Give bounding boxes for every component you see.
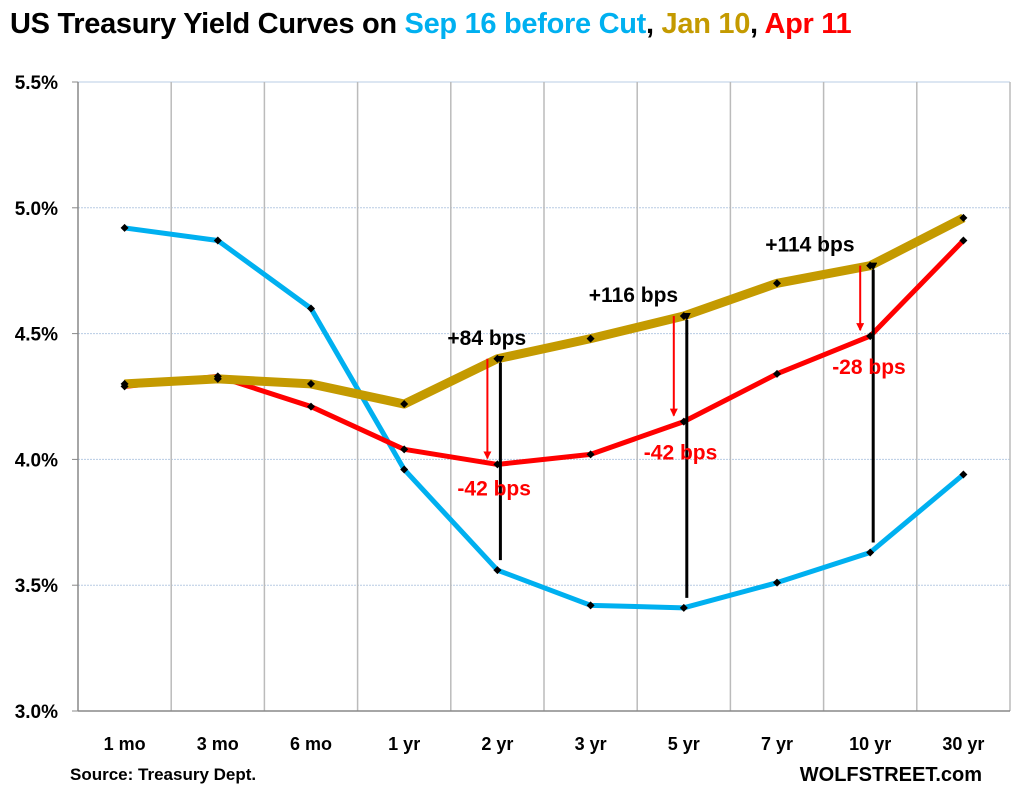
- data-point: [866, 261, 875, 270]
- data-point: [120, 223, 129, 232]
- series-line-apr-11: [124, 238, 966, 467]
- data-point: [307, 304, 315, 313]
- title-part: ,: [750, 8, 765, 40]
- x-tick-label: 7 yr: [761, 734, 793, 754]
- data-point: [400, 400, 409, 409]
- rise-label: +114 bps: [765, 234, 854, 257]
- series-line-sep-16-before-cut: [124, 225, 966, 611]
- data-point: [959, 213, 968, 222]
- fall-label: -28 bps: [832, 356, 906, 379]
- fall-label: -42 bps: [457, 477, 531, 500]
- data-point: [400, 445, 409, 454]
- y-tick-label: 4.0%: [15, 450, 58, 471]
- y-tick-label: 5.5%: [15, 73, 58, 94]
- y-tick-label: 3.0%: [15, 702, 58, 723]
- x-tick-label: 2 yr: [481, 734, 513, 754]
- brand-label: WOLFSTREET.com: [800, 764, 982, 786]
- data-point: [959, 470, 968, 479]
- data-point: [213, 236, 222, 245]
- series-line-jan-10: [124, 213, 966, 409]
- data-point: [493, 566, 502, 575]
- title-part: Sep 16 before Cut: [404, 8, 647, 40]
- data-point: [959, 236, 968, 245]
- x-tick-label: 30 yr: [942, 734, 984, 754]
- data-point: [493, 460, 502, 469]
- y-tick-label: 5.0%: [15, 199, 58, 220]
- data-point: [120, 382, 129, 391]
- x-tick-label: 1 yr: [388, 734, 420, 754]
- x-tick-label: 3 yr: [575, 734, 607, 754]
- data-point: [586, 450, 595, 459]
- source-note: Source: Treasury Dept.: [70, 765, 256, 784]
- data-point: [213, 372, 222, 381]
- x-tick-label: 10 yr: [849, 734, 891, 754]
- fall-label: -42 bps: [644, 442, 718, 465]
- chart-title: US Treasury Yield Curves on Sep 16 befor…: [10, 8, 852, 41]
- x-tick-label: 5 yr: [668, 734, 700, 754]
- y-tick-label: 4.5%: [15, 325, 58, 346]
- data-point: [773, 369, 781, 378]
- rise-label: +84 bps: [447, 327, 526, 350]
- title-part: ,: [646, 8, 662, 40]
- title-part: Apr 11: [764, 8, 852, 40]
- x-tick-label: 1 mo: [104, 734, 146, 754]
- data-point: [400, 465, 409, 474]
- title-part: Jan 10: [661, 8, 751, 40]
- rise-label: +116 bps: [589, 284, 678, 307]
- data-point: [586, 334, 595, 343]
- data-point: [866, 332, 875, 341]
- data-point: [493, 354, 502, 363]
- x-tick-label: 3 mo: [197, 734, 239, 754]
- data-point: [679, 311, 688, 320]
- data-point: [866, 548, 875, 557]
- data-point: [773, 279, 781, 288]
- data-point: [586, 601, 595, 610]
- data-point: [307, 379, 315, 388]
- y-tick-label: 3.5%: [15, 576, 58, 597]
- data-point: [679, 603, 688, 612]
- data-point: [307, 402, 315, 411]
- data-point: [773, 578, 781, 587]
- data-point: [679, 417, 688, 426]
- x-tick-label: 6 mo: [290, 734, 332, 754]
- title-part: US Treasury Yield Curves on: [10, 8, 405, 40]
